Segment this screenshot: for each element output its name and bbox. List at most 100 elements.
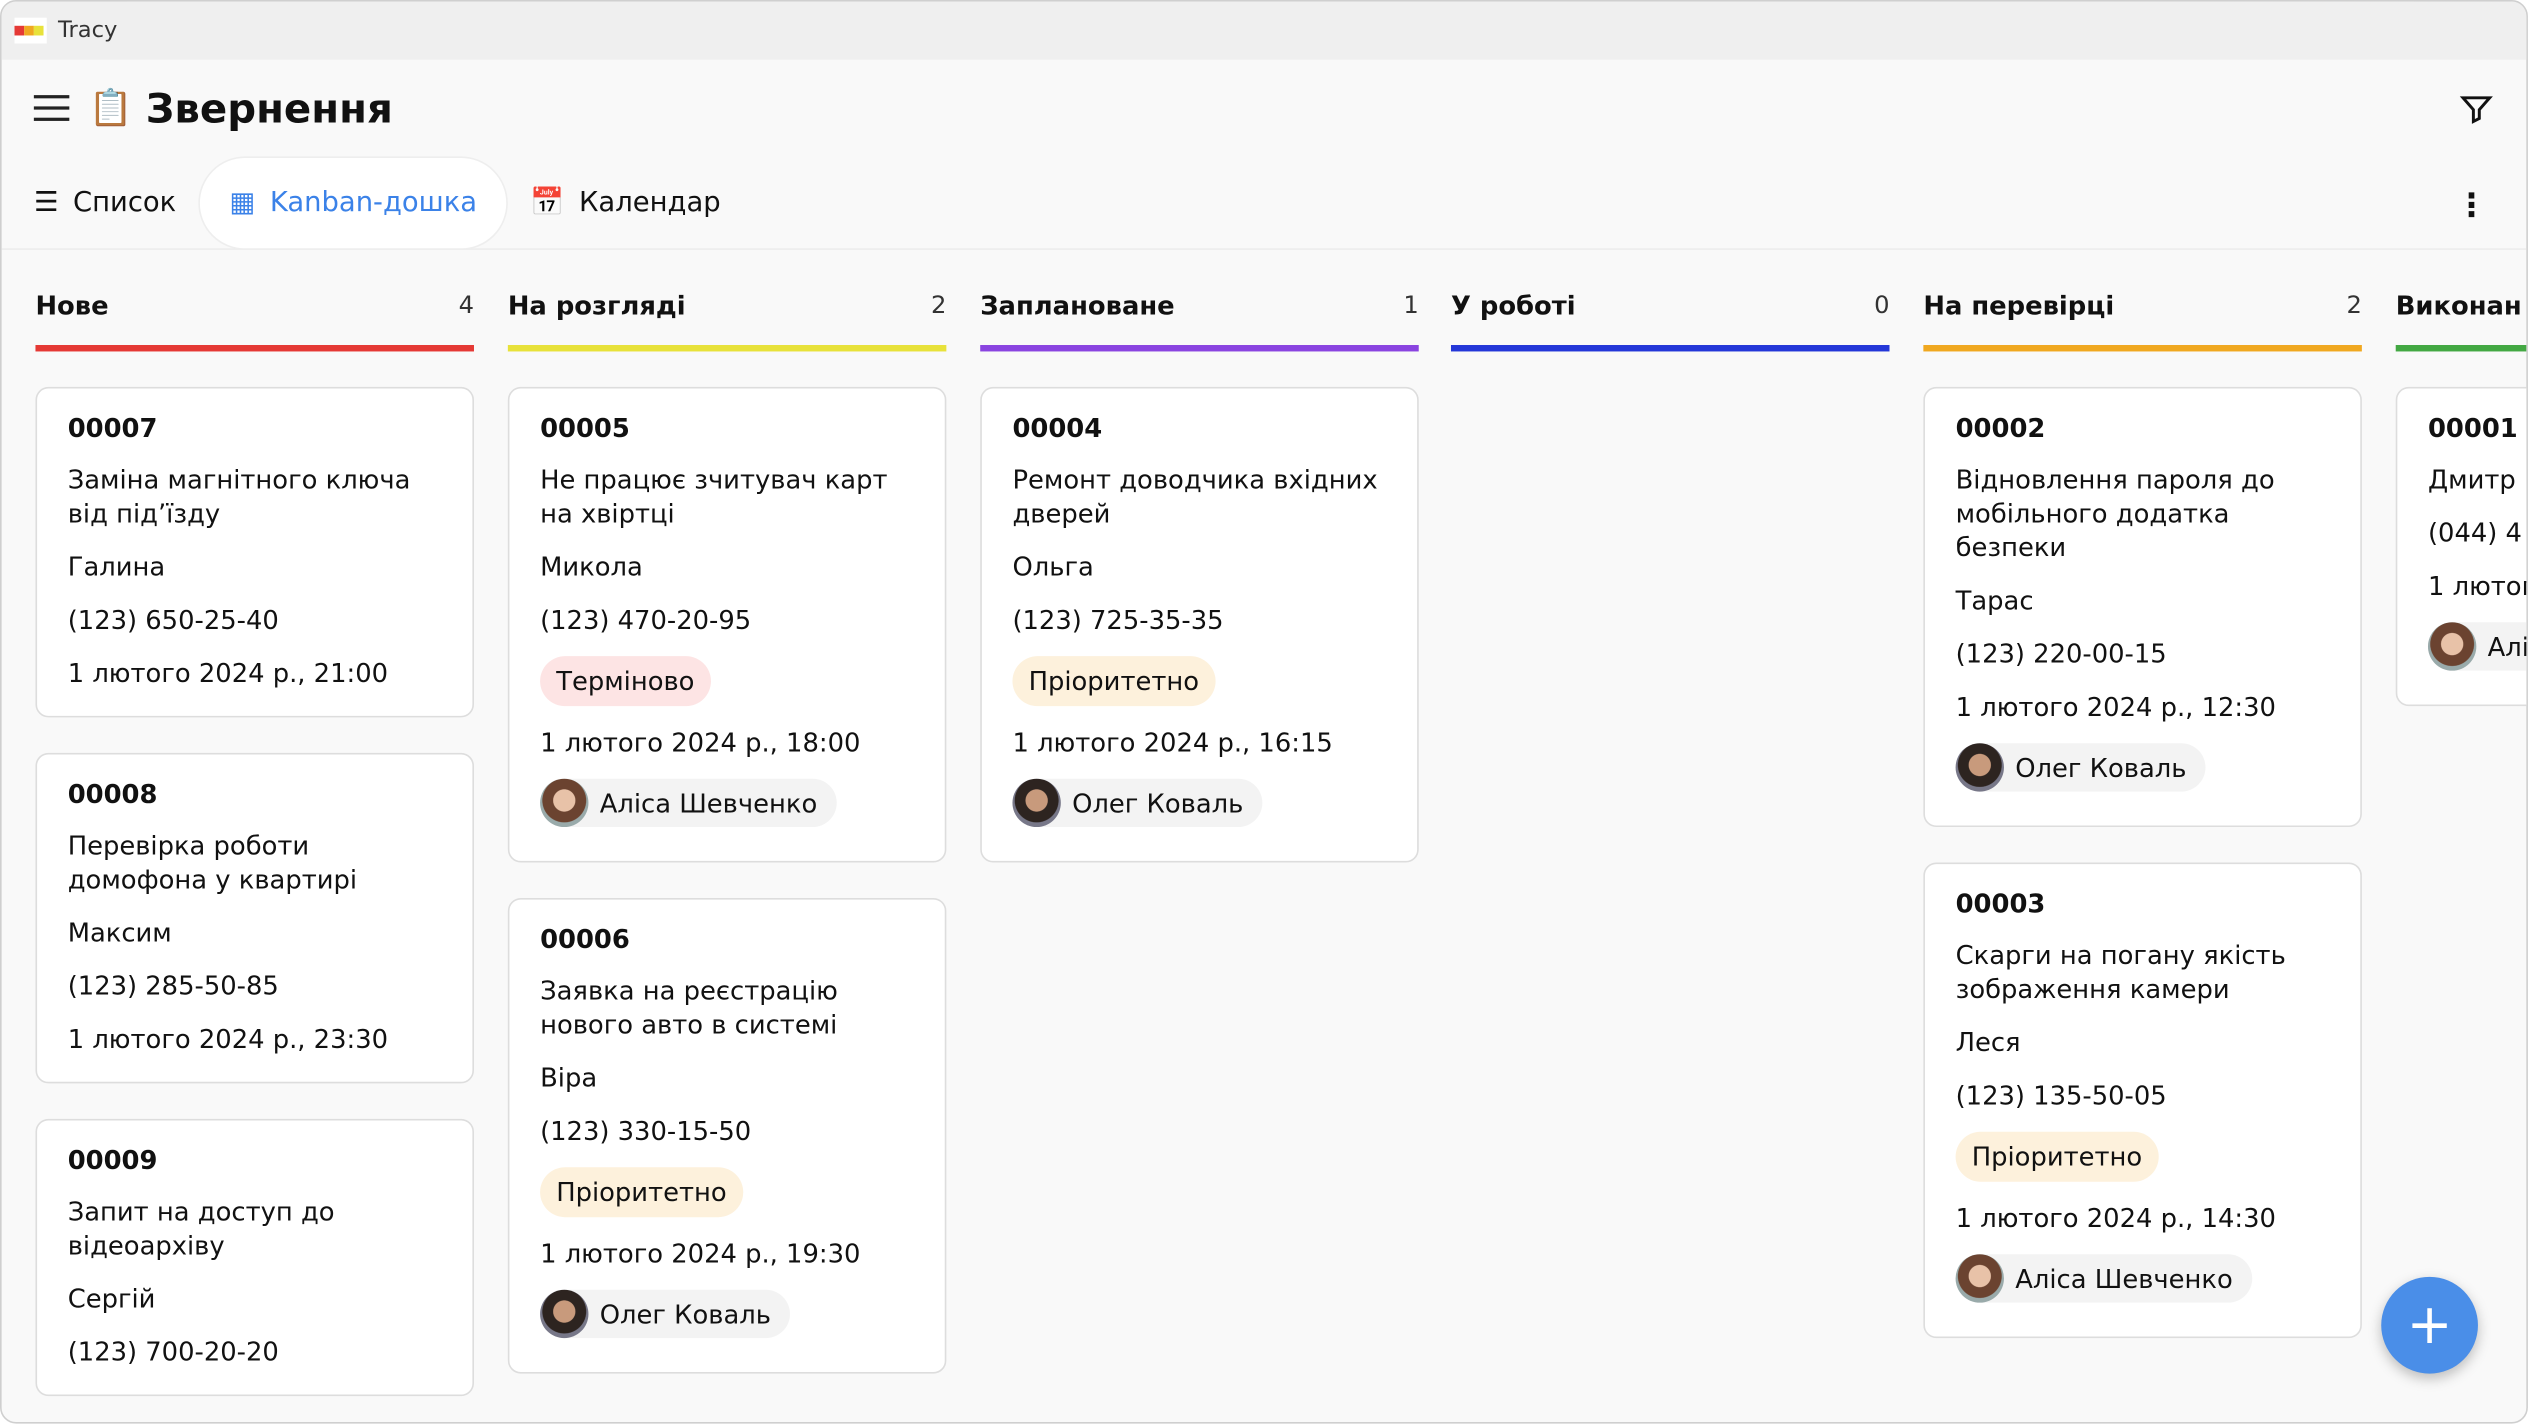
request-date: 1 лютого 2024 р., 19:30 [540,1238,861,1269]
request-subject: Відновлення пароля до мобільного додатка… [1955,464,2275,563]
filter-icon[interactable] [2459,92,2494,136]
request-id: 00005 [540,412,630,444]
assignee-chip[interactable]: Алі [2427,622,2528,671]
app-name: Tracy [58,17,118,44]
assignee-chip[interactable]: Аліса Шевченко [1955,1254,2253,1303]
avatar [540,1289,589,1339]
request-card[interactable]: 00009 Запит на доступ до відеоархіву Сергі… [35,1118,474,1397]
request-date: 1 лютог [2427,570,2528,602]
tracy-logo-icon [14,17,47,44]
request-card[interactable]: 00003 Скарги на погану якість зображення … [1923,862,2362,1339]
request-id: 00001 [2427,412,2518,444]
column-color-bar [507,345,947,352]
request-name: Микола [540,551,643,583]
tab-label: Kanban-дошка [269,186,478,219]
tab-kanban[interactable]: ▦ Kanban-дошка [198,155,508,250]
request-subject: Заявка на реєстрацію нового авто в систе… [540,975,838,1040]
request-phone: (123) 135-50-05 [1955,1080,2167,1111]
view-tabs: ☰ Список ▦ Kanban-дошка 📅 Календар ⋮ [1,155,2527,250]
request-id: 00009 [67,1144,158,1176]
request-id: 00007 [67,412,158,444]
column-count: 0 [1874,290,1890,320]
assignee-chip[interactable]: Олег Коваль [1012,778,1263,828]
request-subject: Ремонт доводчика вхідних дверей [1012,464,1378,529]
request-date: 1 лютого 2024 р., 23:30 [67,1023,389,1055]
request-name: Ольга [1012,551,1094,583]
request-phone: (123) 725-35-35 [1012,604,1224,636]
column-color-bar [2395,345,2527,352]
request-subject: Перевірка роботи домофона у квартирі [67,830,358,895]
avatar [1955,743,2004,792]
column-count: 2 [930,290,947,320]
assignee-row: Аліса Шевченко [540,778,916,835]
assignee-chip[interactable]: Аліса Шевченко [540,778,837,828]
request-subject: Запит на доступ до відеоархіву [67,1196,335,1261]
request-card[interactable]: 00005 Не працює зчитувач карт на хвіртці М… [507,386,947,863]
request-name: Тарас [1955,585,2034,616]
request-card[interactable]: 00001 Дмитр (044) 4 1 лютог Алі [2395,386,2528,707]
calendar-icon: 📅 [530,186,565,219]
assignee-row: Олег Коваль [1012,778,1388,835]
assignee-name: Олег Коваль [599,1298,771,1330]
tag-row: Пріоритетно [540,1167,916,1218]
request-card[interactable]: 00007 Заміна магнітного ключа від під’їзд… [35,386,474,718]
kanban-column: Нове 4 00007 Заміна магнітного ключа від пі… [35,252,474,1397]
tab-calendar[interactable]: 📅 Календар [514,156,737,250]
tag-row: Пріоритетно [1955,1131,2332,1182]
assignee-chip[interactable]: Олег Коваль [540,1289,791,1339]
column-color-bar [35,345,474,352]
assignee-name: Аліса Шевченко [2015,1263,2233,1294]
assignee-row: Олег Коваль [540,1289,916,1346]
request-phone: (123) 285-50-85 [67,970,279,1002]
request-name: Леся [1955,1026,2021,1058]
request-id: 00006 [540,923,630,955]
request-name: Сергій [67,1283,156,1314]
column-header: Виконан [2396,252,2527,346]
request-phone: (044) 4 [2427,517,2522,549]
tab-label: Список [72,186,177,219]
request-card[interactable]: 00002 Відновлення пароля до мобільного до… [1923,386,2362,828]
assignee-name: Алі [2487,631,2528,662]
assignee-row: Алі [2427,622,2528,678]
request-phone: (123) 220-00-15 [1955,638,2167,670]
request-id: 00003 [1955,888,2046,919]
kanban-column: У роботі 0 [1450,252,1890,352]
priority-badge: Пріоритетно [1955,1131,2159,1182]
column-title: На розгляді [507,289,686,321]
avatar [1955,1254,2004,1303]
request-card[interactable]: 00008 Перевірка роботи домофона у квартир… [35,752,474,1084]
add-request-button[interactable]: + [2381,1276,2478,1374]
request-card[interactable]: 00004 Ремонт доводчика вхідних дверей Ольг… [980,386,1419,863]
column-count: 4 [458,290,474,320]
column-color-bar [1450,345,1890,352]
request-phone: (123) 470-20-95 [540,604,752,636]
request-name: Дмитр [2427,464,2516,495]
kanban-icon: ▦ [229,186,256,219]
request-id: 00004 [1012,412,1103,444]
assignee-name: Олег Коваль [2015,752,2187,783]
title-bar: Tracy [1,1,2527,60]
request-id: 00002 [1955,412,2046,444]
tag-row: Пріоритетно [1012,656,1388,707]
avatar [1012,778,1061,828]
priority-badge: Пріоритетно [540,1167,743,1218]
request-date: 1 лютого 2024 р., 16:15 [1012,727,1333,758]
plus-icon: + [2406,1292,2453,1358]
more-options-icon[interactable]: ⋮ [2455,185,2488,225]
tag-row: Терміново [540,656,916,707]
request-subject: Заміна магнітного ключа від під’їзду [67,464,411,529]
kanban-column: На розгляді 2 00005 Не працює зчитувач карт… [507,252,947,1374]
priority-badge: Терміново [540,656,711,707]
assignee-chip[interactable]: Олег Коваль [1955,743,2206,792]
request-subject: Не працює зчитувач карт на хвіртці [540,464,888,529]
clipboard-icon: 📋 [88,87,133,129]
kanban-column: На перевірці 2 00002 Відновлення пароля до … [1923,252,2362,1339]
tab-label: Календар [578,186,721,219]
column-title: Нове [35,289,109,321]
request-card[interactable]: 00006 Заявка на реєстрацію нового авто в … [507,897,947,1374]
tab-list[interactable]: ☰ Список [18,156,193,250]
kanban-column: Виконан 00001 Дмитр (044) 4 1 лютог Алі [2395,252,2528,707]
menu-icon[interactable] [33,95,70,121]
column-header: Нове 4 [35,252,474,346]
request-phone: (123) 700-20-20 [67,1336,279,1368]
